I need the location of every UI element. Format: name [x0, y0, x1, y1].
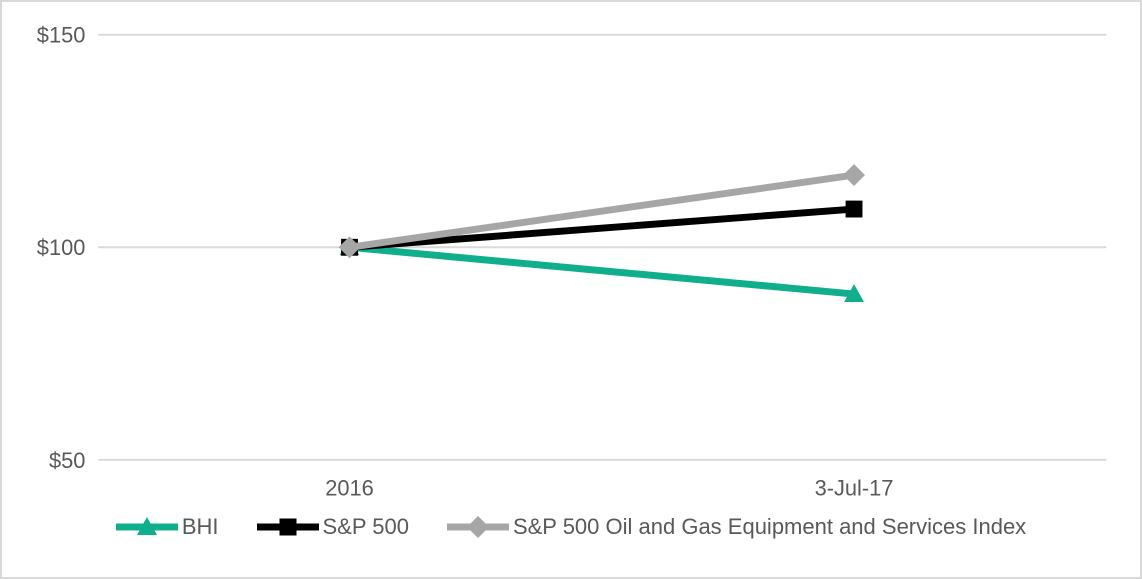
series-marker-bhi-triangle	[844, 284, 864, 302]
legend-item-s-p-500: S&P 500	[256, 514, 409, 540]
legend-marker-diamond	[466, 516, 489, 538]
y-tick-label: $100	[37, 235, 86, 260]
x-tick-label: 2016	[325, 476, 374, 501]
series-marker-s-p-500-square	[845, 200, 863, 218]
legend-item-s-p-500-oil-and-gas-equipment-and-services-index: S&P 500 Oil and Gas Equipment and Servic…	[446, 514, 1027, 540]
legend-label: S&P 500 Oil and Gas Equipment and Servic…	[512, 514, 1027, 539]
legend-marker-triangle	[136, 517, 157, 535]
legend-item-bhi: BHI	[115, 514, 219, 540]
legend-marker-square	[279, 518, 296, 536]
series-marker-s-p-500-oil-and-gas-equipment-and-services-index-diamond	[843, 164, 865, 186]
series-line-s-p-500-oil-and-gas-equipment-and-services-index	[349, 171, 855, 251]
chart-legend: BHI S&P 500 S&P 500 Oil and Gas Equipment …	[2, 514, 1140, 540]
legend-label: S&P 500	[322, 514, 409, 539]
series-marker-s-p-500-oil-and-gas-equipment-and-services-index-diamond	[338, 236, 361, 259]
legend-square-icon	[256, 518, 319, 536]
legend-diamond-icon	[446, 516, 509, 538]
legend-triangle-icon	[115, 517, 178, 535]
y-tick-label: $150	[37, 23, 86, 48]
x-tick-label: 3-Jul-17	[815, 476, 894, 501]
series-line-bhi	[349, 243, 855, 298]
legend-label: BHI	[181, 514, 219, 539]
series-line-s-p-500	[349, 205, 855, 251]
y-tick-label: $50	[49, 448, 85, 473]
